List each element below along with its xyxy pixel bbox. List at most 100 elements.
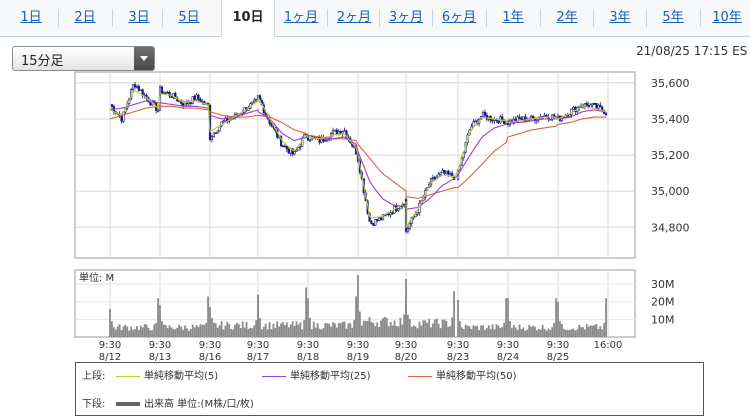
- tab-4[interactable]: 5日: [178, 10, 200, 25]
- tab-12[interactable]: 3年: [609, 10, 631, 25]
- volume-bar: [320, 329, 323, 337]
- volume-bar: [437, 323, 440, 337]
- candle-body: [191, 96, 194, 104]
- interval-select[interactable]: 15分足: [12, 46, 155, 71]
- volume-bar: [470, 329, 473, 337]
- x-tick-time: 9:30: [497, 340, 519, 351]
- candle-body: [178, 100, 181, 102]
- volume-bar: [495, 324, 498, 337]
- volume-bar: [468, 326, 471, 337]
- volume-bar: [222, 329, 225, 337]
- candle-body: [283, 145, 287, 148]
- volume-bar: [439, 328, 442, 337]
- candle-body: [335, 129, 338, 135]
- tab-8[interactable]: 3ヶ月: [388, 10, 424, 25]
- tab-2[interactable]: 2日: [74, 10, 96, 25]
- tab-5[interactable]: 10日: [221, 0, 275, 37]
- candle-body: [591, 103, 594, 106]
- volume-bar: [214, 323, 217, 337]
- volume-bar: [478, 330, 481, 337]
- legend-sma5-label: 単純移動平均(5): [144, 371, 219, 382]
- volume-bar: [489, 328, 492, 337]
- volume-bar: [347, 323, 350, 337]
- candle-body: [568, 114, 571, 117]
- volume-bar: [178, 324, 181, 337]
- volume-bar: [259, 317, 261, 337]
- candle-body: [397, 208, 400, 211]
- volume-bar: [282, 321, 284, 337]
- sma25-line: [109, 100, 607, 210]
- candle-body: [137, 86, 140, 91]
- candle-body: [156, 110, 160, 112]
- volume-bar: [285, 322, 288, 337]
- candle-body: [389, 212, 392, 216]
- volume-bar: [116, 326, 119, 337]
- candle-body: [378, 217, 381, 222]
- volume-bar: [545, 330, 548, 337]
- tab-7[interactable]: 2ヶ月: [336, 10, 372, 25]
- volume-bar: [464, 324, 467, 337]
- volume-bar: [139, 325, 142, 337]
- candle-body: [131, 84, 135, 90]
- tab-separator: [593, 9, 594, 27]
- volume-bar: [305, 287, 307, 337]
- candle-body: [556, 115, 560, 118]
- volume-bar: [366, 320, 369, 337]
- volume-bar: [534, 326, 536, 337]
- volume-bar: [422, 320, 425, 337]
- volume-bar: [599, 326, 602, 337]
- volume-bar: [353, 320, 356, 337]
- volume-bar: [443, 319, 446, 337]
- volume-bar: [357, 275, 359, 337]
- volume-bar: [378, 326, 381, 337]
- volume-bar: [564, 330, 567, 337]
- volume-bar: [216, 327, 219, 337]
- tab-14[interactable]: 10年: [712, 10, 742, 25]
- volume-bar: [382, 317, 384, 337]
- legend-volume: 出来高 単位:(M株/口/枚): [116, 395, 254, 410]
- volume-bar: [184, 325, 186, 337]
- volume-bar: [168, 325, 171, 337]
- x-tick-date: 8/25: [547, 352, 569, 363]
- volume-bar: [407, 314, 409, 337]
- volume-bar: [247, 328, 250, 337]
- candle-body: [291, 148, 294, 155]
- volume-bar: [226, 321, 229, 337]
- chevron-down-icon[interactable]: [134, 47, 154, 70]
- volume-bar: [368, 317, 371, 337]
- volume-bar: [274, 327, 277, 337]
- tab-11[interactable]: 2年: [556, 10, 578, 25]
- volume-bar: [493, 329, 496, 337]
- candle-body: [189, 102, 192, 104]
- volume-bar: [532, 325, 534, 337]
- volume-bar: [589, 325, 592, 337]
- volume-bar: [426, 322, 429, 337]
- tab-9[interactable]: 6ヶ月: [441, 10, 477, 25]
- x-tick-time: 9:30: [297, 340, 319, 351]
- volume-bar: [309, 317, 311, 337]
- tab-6[interactable]: 1ヶ月: [283, 10, 319, 25]
- volume-bar: [224, 325, 227, 337]
- tab-1[interactable]: 1日: [20, 10, 42, 25]
- volume-bar: [166, 328, 169, 337]
- x-tick-date: 8/18: [297, 352, 319, 363]
- candle-body: [497, 120, 500, 124]
- volume-bar: [505, 298, 507, 337]
- tab-3[interactable]: 3日: [128, 10, 150, 25]
- candle-body: [387, 213, 390, 216]
- price-y-tick: 35,000: [651, 185, 690, 198]
- candle-body: [331, 130, 335, 135]
- volume-bar: [405, 294, 407, 337]
- volume-bar: [551, 327, 554, 337]
- volume-bar: [549, 329, 552, 337]
- tab-13[interactable]: 5年: [662, 10, 684, 25]
- tab-separator: [700, 9, 701, 27]
- candle-body: [414, 213, 417, 218]
- volume-bar: [174, 329, 177, 337]
- volume-bar: [485, 328, 488, 337]
- volume-bar: [230, 328, 233, 337]
- volume-bar: [118, 324, 121, 337]
- volume-bar: [272, 323, 275, 337]
- tab-10[interactable]: 1年: [502, 10, 524, 25]
- candle-body: [597, 104, 600, 109]
